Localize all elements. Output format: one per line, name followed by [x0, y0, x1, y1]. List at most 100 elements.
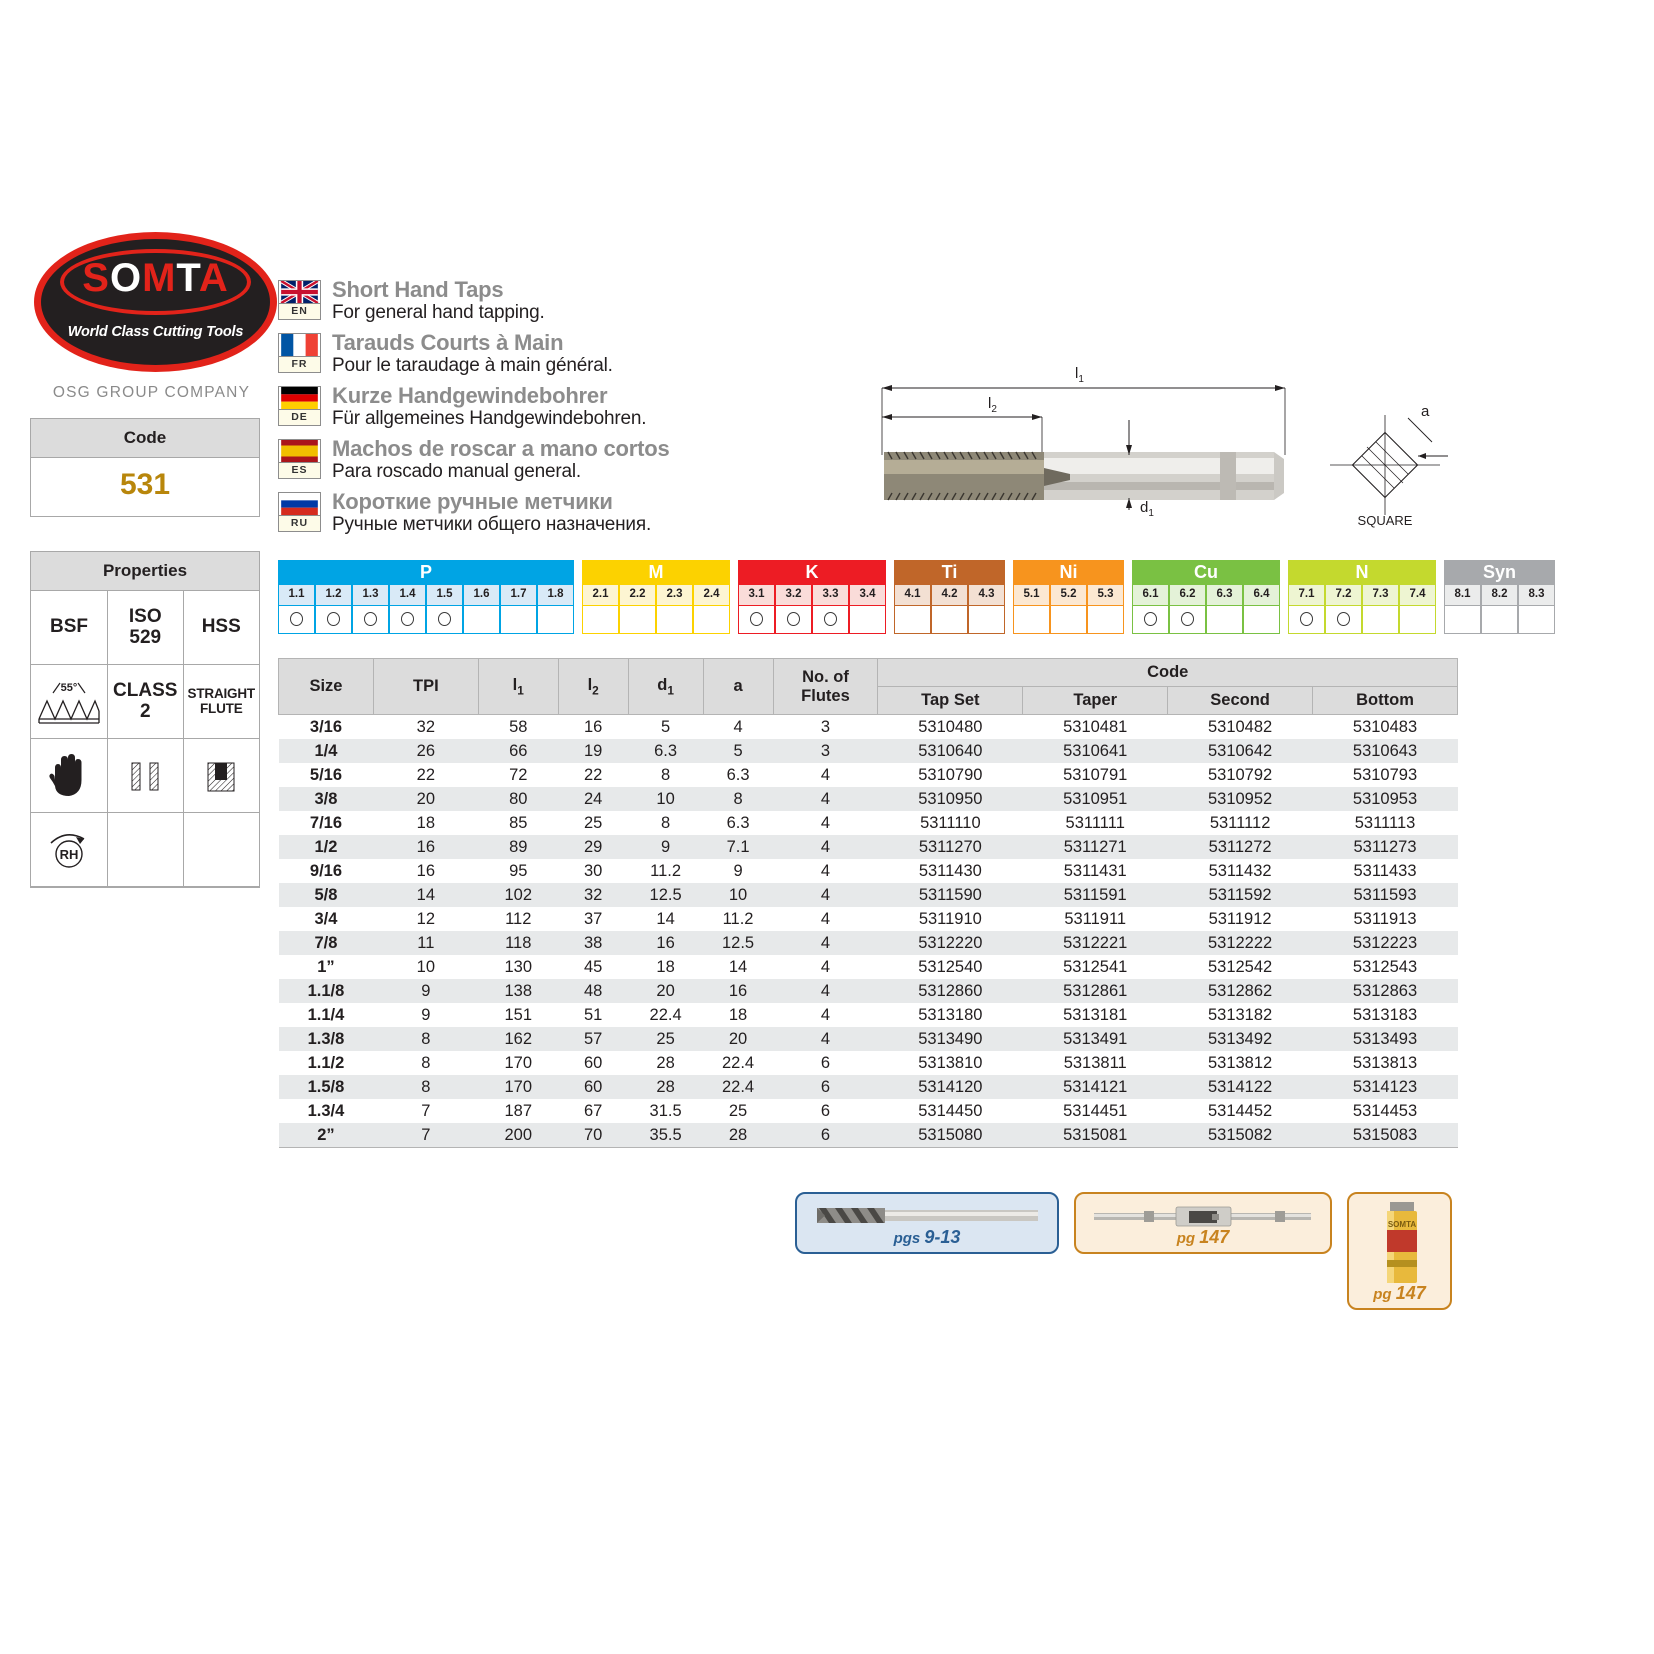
- cell-tpi: 12: [416, 909, 436, 928]
- material-cell-4.1[interactable]: 4.1: [894, 585, 931, 634]
- language-code-de: DE: [278, 410, 321, 427]
- cell-tapset: 5310640: [877, 739, 1023, 763]
- language-code-en: EN: [278, 304, 321, 320]
- table-row[interactable]: 1/4 26 66 19 6.3 5 3 5310640 5310641 5310642 53106…: [278, 739, 1458, 763]
- flag-wrapper-en: EN: [278, 278, 321, 320]
- table-row[interactable]: 1.5/8 8 170 60 28 22.4 6 5314120 5314121 5314122 5…: [278, 1075, 1458, 1099]
- cell-size: 1.1/4: [307, 1005, 345, 1024]
- table-row[interactable]: 1.3/8 8 162 57 25 20 4 5313490 5313491 5313492 531…: [278, 1027, 1458, 1051]
- material-cell-2.4[interactable]: 2.4: [693, 585, 730, 634]
- material-cell-1.1[interactable]: 1.1: [278, 585, 315, 634]
- material-cell-3.1[interactable]: 3.1: [738, 585, 775, 634]
- material-cell-6.1[interactable]: 6.1: [1132, 585, 1169, 634]
- cell-tapset: 5311430: [918, 861, 982, 880]
- cell-d1: 28: [656, 1053, 675, 1072]
- material-cell-marker-6.3: [1206, 604, 1243, 634]
- material-cell-5.2[interactable]: 5.2: [1050, 585, 1087, 634]
- material-cell-6.3[interactable]: 6.3: [1206, 585, 1243, 634]
- material-cell-4.2[interactable]: 4.2: [931, 585, 968, 634]
- cell-second: 5311592: [1167, 883, 1313, 907]
- reference-box-drills[interactable]: pgs 9-13: [795, 1192, 1059, 1254]
- application-circle-icon: [438, 612, 451, 626]
- cell-l2: 25: [583, 813, 603, 832]
- cell-bottom: 5313183: [1352, 1005, 1418, 1024]
- material-cell-8.3[interactable]: 8.3: [1518, 585, 1555, 634]
- reference-box-cutting-fluid[interactable]: SOMTA pg 147: [1347, 1192, 1452, 1310]
- cell-taper: 5311431: [1063, 861, 1127, 880]
- material-cell-1.4[interactable]: 1.4: [389, 585, 426, 634]
- cell-size: 2”: [278, 1123, 374, 1148]
- table-row[interactable]: 5/16 22 72 22 8 6.3 4 5310790 5310791 5310792 5310…: [279, 763, 1458, 787]
- table-row[interactable]: 7/16 18 85 25 8 6.3 4 5311110 5311111 5311112 5311…: [279, 811, 1458, 835]
- cell-taper: 5312541: [1063, 957, 1128, 976]
- material-cell-marker-5.3: [1087, 604, 1124, 634]
- cell-l2: 37: [583, 909, 603, 928]
- flag-wrapper-fr: FR: [278, 331, 321, 374]
- material-cell-1.3[interactable]: 1.3: [352, 585, 389, 634]
- reference-label-tap-wrench: pg 147: [1076, 1227, 1330, 1248]
- material-cell-3.3[interactable]: 3.3: [812, 585, 849, 634]
- table-row[interactable]: 3/8 20 80 24 10 8 4 5310950 5310951 5310952 531095…: [278, 787, 1458, 811]
- material-cell-marker-3.3: [812, 604, 849, 634]
- cell-tpi: 14: [373, 883, 479, 907]
- col-code-group: Code: [877, 658, 1458, 687]
- material-cell-2.1[interactable]: 2.1: [582, 585, 619, 634]
- material-cell-number-5.2: 5.2: [1050, 585, 1087, 605]
- table-row[interactable]: 1.1/8 9 138 48 20 16 4 5312860 5312861 5312862 531…: [278, 979, 1458, 1003]
- material-cell-5.3[interactable]: 5.3: [1087, 585, 1124, 634]
- table-row[interactable]: 2” 7 200 70 35.5 28 6 5315080 5315081 5315082 5315…: [278, 1123, 1458, 1148]
- material-cell-8.2[interactable]: 8.2: [1481, 585, 1518, 634]
- table-row[interactable]: 3/16 32 58 16 5 4 3 5310480 5310481 5310482 531048…: [279, 715, 1458, 740]
- material-cell-3.4[interactable]: 3.4: [849, 585, 886, 634]
- table-row[interactable]: 5/8 14 102 32 12.5 10 4 5311590 5311591 5311592 53…: [278, 883, 1458, 907]
- material-cell-1.5[interactable]: 1.5: [426, 585, 463, 634]
- reference-box-tap-wrench[interactable]: pg 147: [1074, 1192, 1332, 1254]
- table-row[interactable]: 1.1/2 8 170 60 28 22.4 6 5313810 5313811 5313812 5…: [279, 1051, 1458, 1075]
- material-cell-7.4[interactable]: 7.4: [1399, 585, 1436, 634]
- material-cell-3.2[interactable]: 3.2: [775, 585, 812, 634]
- table-row[interactable]: 3/4 12 112 37 14 11.2 4 5311910 5311911 5311912 53…: [279, 907, 1458, 931]
- material-cell-1.7[interactable]: 1.7: [500, 585, 537, 634]
- cell-l1: 151: [504, 1005, 532, 1024]
- material-cell-7.1[interactable]: 7.1: [1288, 585, 1325, 634]
- cell-l2: 29: [558, 835, 629, 859]
- material-cell-1.2[interactable]: 1.2: [315, 585, 352, 634]
- material-cell-5.1[interactable]: 5.1: [1013, 585, 1050, 634]
- osg-group-line: OSG GROUP COMPANY: [52, 384, 251, 401]
- material-cell-8.1[interactable]: 8.1: [1444, 585, 1481, 634]
- logo-letter-o: O: [109, 256, 143, 300]
- material-cell-6.4[interactable]: 6.4: [1243, 585, 1280, 634]
- material-cell-6.2[interactable]: 6.2: [1169, 585, 1206, 634]
- material-cell-number-3.2: 3.2: [775, 585, 812, 605]
- material-cell-4.3[interactable]: 4.3: [968, 585, 1005, 634]
- cell-a: 6.3: [726, 765, 750, 784]
- material-cell-7.3[interactable]: 7.3: [1362, 585, 1399, 634]
- table-row[interactable]: 9/16 16 95 30 11.2 9 4 5311430 5311431 5311432 531…: [279, 859, 1458, 883]
- cell-tpi: 32: [416, 717, 436, 736]
- table-row[interactable]: 1.3/4 7 187 67 31.5 25 6 5314450 5314451 5314452 5…: [279, 1099, 1458, 1123]
- cell-l1: 89: [478, 835, 559, 859]
- multilingual-title-block: EN Short Hand Taps For general hand tapp…: [278, 278, 878, 543]
- cell-a: 4: [733, 717, 743, 736]
- table-row[interactable]: 1.1/4 9 151 51 22.4 18 4 5313180 5313181 5313182 5…: [279, 1003, 1458, 1027]
- material-cell-2.2[interactable]: 2.2: [619, 585, 656, 634]
- cell-d1: 6.3: [628, 739, 704, 763]
- material-cell-1.6[interactable]: 1.6: [463, 585, 500, 634]
- material-group-label-ni: Ni: [1013, 560, 1124, 585]
- material-cell-7.2[interactable]: 7.2: [1325, 585, 1362, 634]
- cell-l2: 32: [558, 883, 629, 907]
- table-row[interactable]: 1” 10 130 45 18 14 4 5312540 5312541 5312542 53125…: [279, 955, 1458, 979]
- table-row[interactable]: 7/8 11 118 38 16 12.5 4 5312220 5312221 5312222 53…: [278, 931, 1458, 955]
- table-row[interactable]: 1/2 16 89 29 9 7.1 4 5311270 5311271 5311272 53112…: [278, 835, 1458, 859]
- cell-l1: 138: [478, 979, 559, 1003]
- material-cell-2.3[interactable]: 2.3: [656, 585, 693, 634]
- reference-prefix-cutting-fluid: pg: [1373, 1286, 1396, 1303]
- material-cell-number-4.3: 4.3: [968, 585, 1005, 605]
- code-box: Code 531: [30, 418, 260, 517]
- cell-tpi: 26: [373, 739, 479, 763]
- cell-flutes: 3: [820, 717, 831, 736]
- material-cell-1.8[interactable]: 1.8: [537, 585, 574, 634]
- cell-taper: 5310641: [1022, 739, 1168, 763]
- cell-second: 5310952: [1167, 787, 1313, 811]
- cell-bottom: 5312543: [1352, 957, 1418, 976]
